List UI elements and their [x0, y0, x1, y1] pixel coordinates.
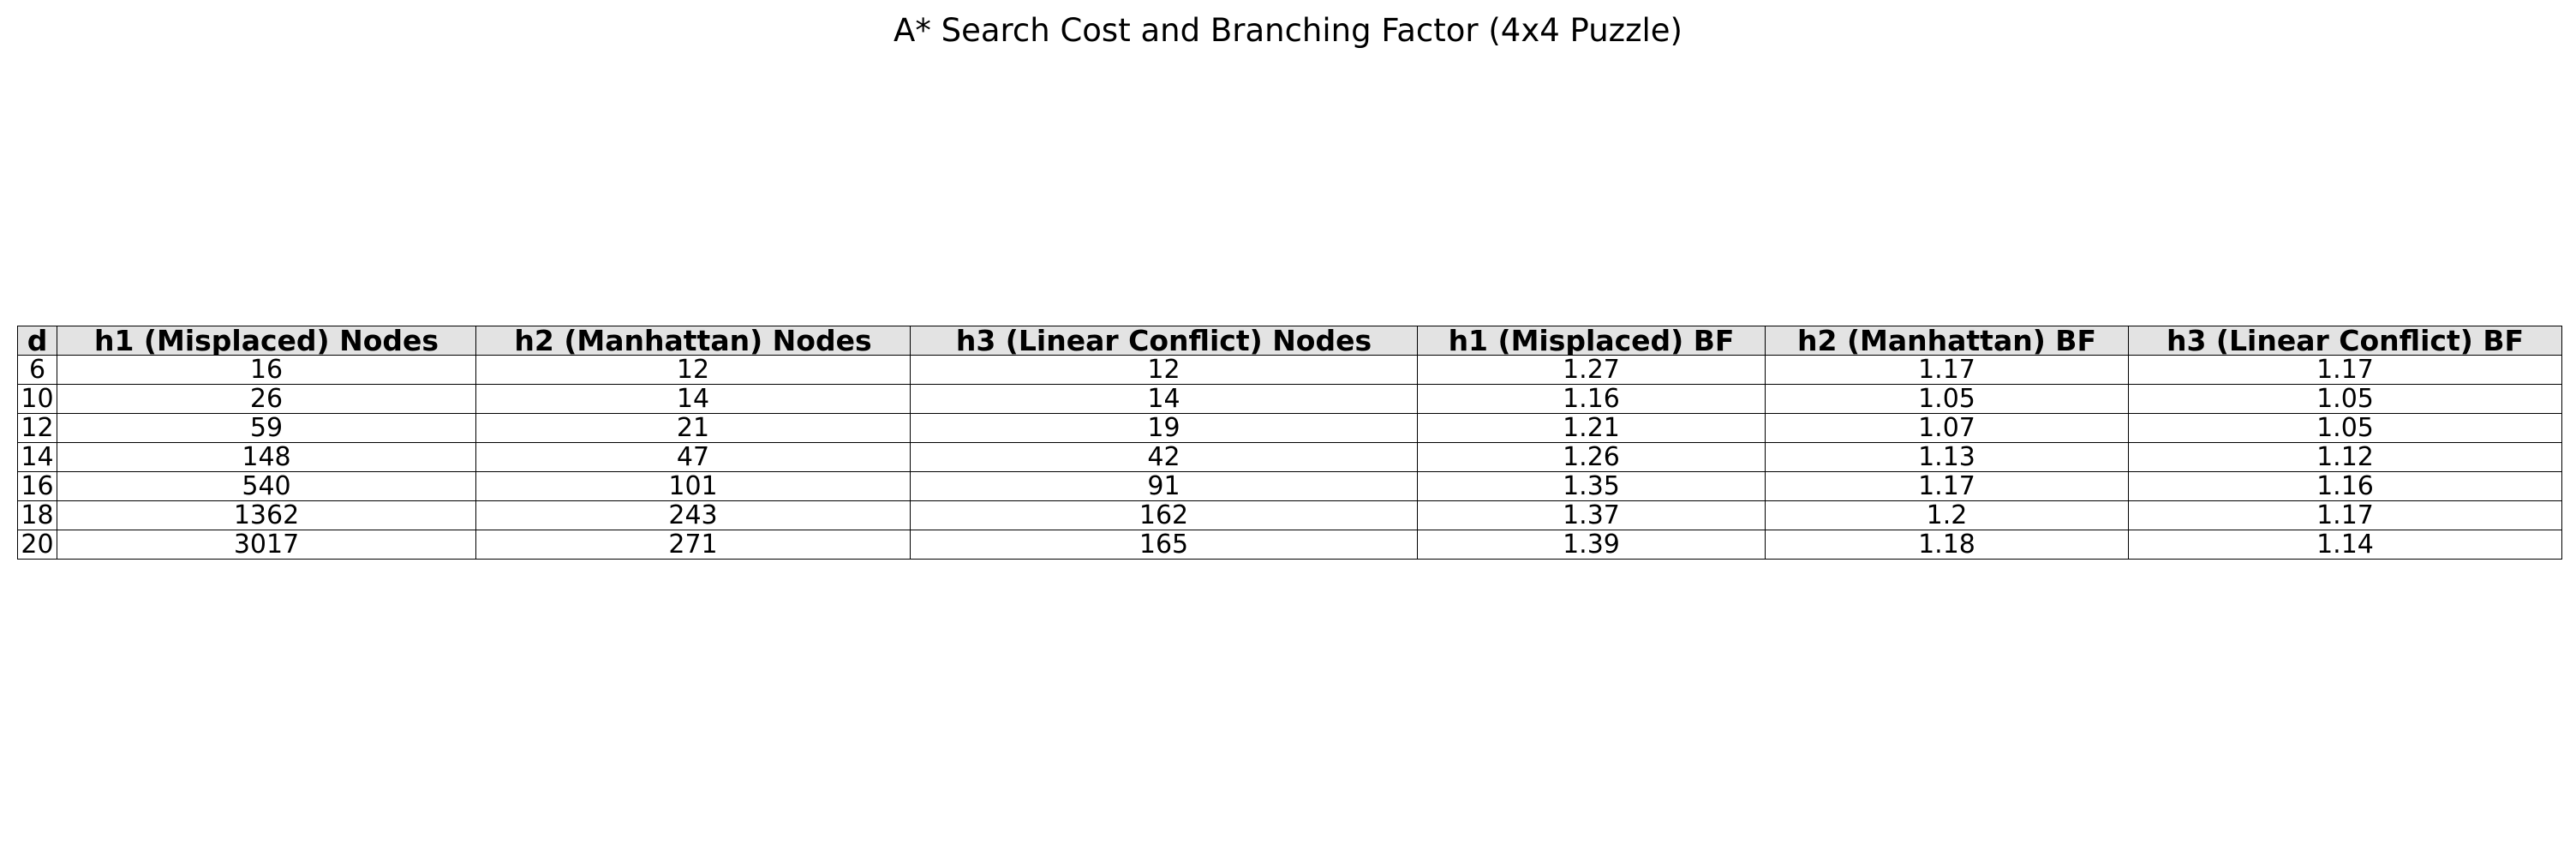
cell-h3-nodes: 12 [910, 355, 1418, 385]
cell-h2-bf: 1.18 [1765, 530, 2129, 560]
cell-h2-bf: 1.07 [1765, 413, 2129, 443]
cell-h3-bf: 1.14 [2128, 530, 2562, 560]
cell-h3-bf: 1.17 [2128, 355, 2562, 385]
cell-h2-bf: 1.17 [1765, 355, 2129, 385]
column-header-h3-nodes: h3 (Linear Conflict) Nodes [910, 326, 1418, 356]
cell-h3-bf: 1.12 [2128, 442, 2562, 472]
cell-h1-nodes: 540 [57, 471, 476, 501]
cell-h2-bf: 1.05 [1765, 384, 2129, 414]
cell-d: 10 [17, 384, 57, 414]
cell-h2-bf: 1.13 [1765, 442, 2129, 472]
cell-h1-nodes: 3017 [57, 530, 476, 560]
chart-title: A* Search Cost and Branching Factor (4x4… [894, 12, 1682, 49]
column-header-h2-nodes: h2 (Manhattan) Nodes [475, 326, 911, 356]
table-row: 16 540 101 91 1.35 1.17 1.16 [17, 471, 2562, 501]
data-table: d h1 (Misplaced) Nodes h2 (Manhattan) No… [17, 326, 2562, 560]
cell-h2-nodes: 14 [475, 384, 911, 414]
header-row: d h1 (Misplaced) Nodes h2 (Manhattan) No… [17, 326, 2562, 356]
cell-h1-bf: 1.39 [1417, 530, 1766, 560]
cell-h2-nodes: 243 [475, 500, 911, 530]
cell-h1-nodes: 26 [57, 384, 476, 414]
cell-h1-bf: 1.37 [1417, 500, 1766, 530]
table-row: 12 59 21 19 1.21 1.07 1.05 [17, 413, 2562, 443]
cell-d: 16 [17, 471, 57, 501]
cell-h2-bf: 1.17 [1765, 471, 2129, 501]
table-row: 18 1362 243 162 1.37 1.2 1.17 [17, 500, 2562, 530]
cell-d: 18 [17, 500, 57, 530]
cell-h3-bf: 1.17 [2128, 500, 2562, 530]
cell-h1-bf: 1.21 [1417, 413, 1766, 443]
cell-h1-nodes: 16 [57, 355, 476, 385]
cell-h1-nodes: 59 [57, 413, 476, 443]
cell-d: 6 [17, 355, 57, 385]
cell-h2-nodes: 271 [475, 530, 911, 560]
cell-h1-bf: 1.26 [1417, 442, 1766, 472]
cell-h1-bf: 1.35 [1417, 471, 1766, 501]
cell-h3-bf: 1.05 [2128, 413, 2562, 443]
cell-d: 20 [17, 530, 57, 560]
table-row: 20 3017 271 165 1.39 1.18 1.14 [17, 530, 2562, 560]
cell-h1-bf: 1.16 [1417, 384, 1766, 414]
cell-h2-nodes: 101 [475, 471, 911, 501]
cell-d: 12 [17, 413, 57, 443]
cell-h2-nodes: 12 [475, 355, 911, 385]
cell-h2-nodes: 47 [475, 442, 911, 472]
column-header-h1-nodes: h1 (Misplaced) Nodes [57, 326, 476, 356]
cell-h3-bf: 1.16 [2128, 471, 2562, 501]
cell-h2-nodes: 21 [475, 413, 911, 443]
table-row: 10 26 14 14 1.16 1.05 1.05 [17, 384, 2562, 414]
cell-h3-bf: 1.05 [2128, 384, 2562, 414]
cell-h3-nodes: 42 [910, 442, 1418, 472]
cell-h3-nodes: 165 [910, 530, 1418, 560]
cell-h3-nodes: 91 [910, 471, 1418, 501]
column-header-h3-bf: h3 (Linear Conflict) BF [2128, 326, 2562, 356]
cell-h1-bf: 1.27 [1417, 355, 1766, 385]
cell-h1-nodes: 148 [57, 442, 476, 472]
table-row: 14 148 47 42 1.26 1.13 1.12 [17, 442, 2562, 472]
cell-h1-nodes: 1362 [57, 500, 476, 530]
cell-h3-nodes: 162 [910, 500, 1418, 530]
cell-d: 14 [17, 442, 57, 472]
column-header-h1-bf: h1 (Misplaced) BF [1417, 326, 1766, 356]
cell-h3-nodes: 19 [910, 413, 1418, 443]
column-header-h2-bf: h2 (Manhattan) BF [1765, 326, 2129, 356]
column-header-d: d [17, 326, 57, 356]
cell-h3-nodes: 14 [910, 384, 1418, 414]
table-row: 6 16 12 12 1.27 1.17 1.17 [17, 355, 2562, 385]
cell-h2-bf: 1.2 [1765, 500, 2129, 530]
